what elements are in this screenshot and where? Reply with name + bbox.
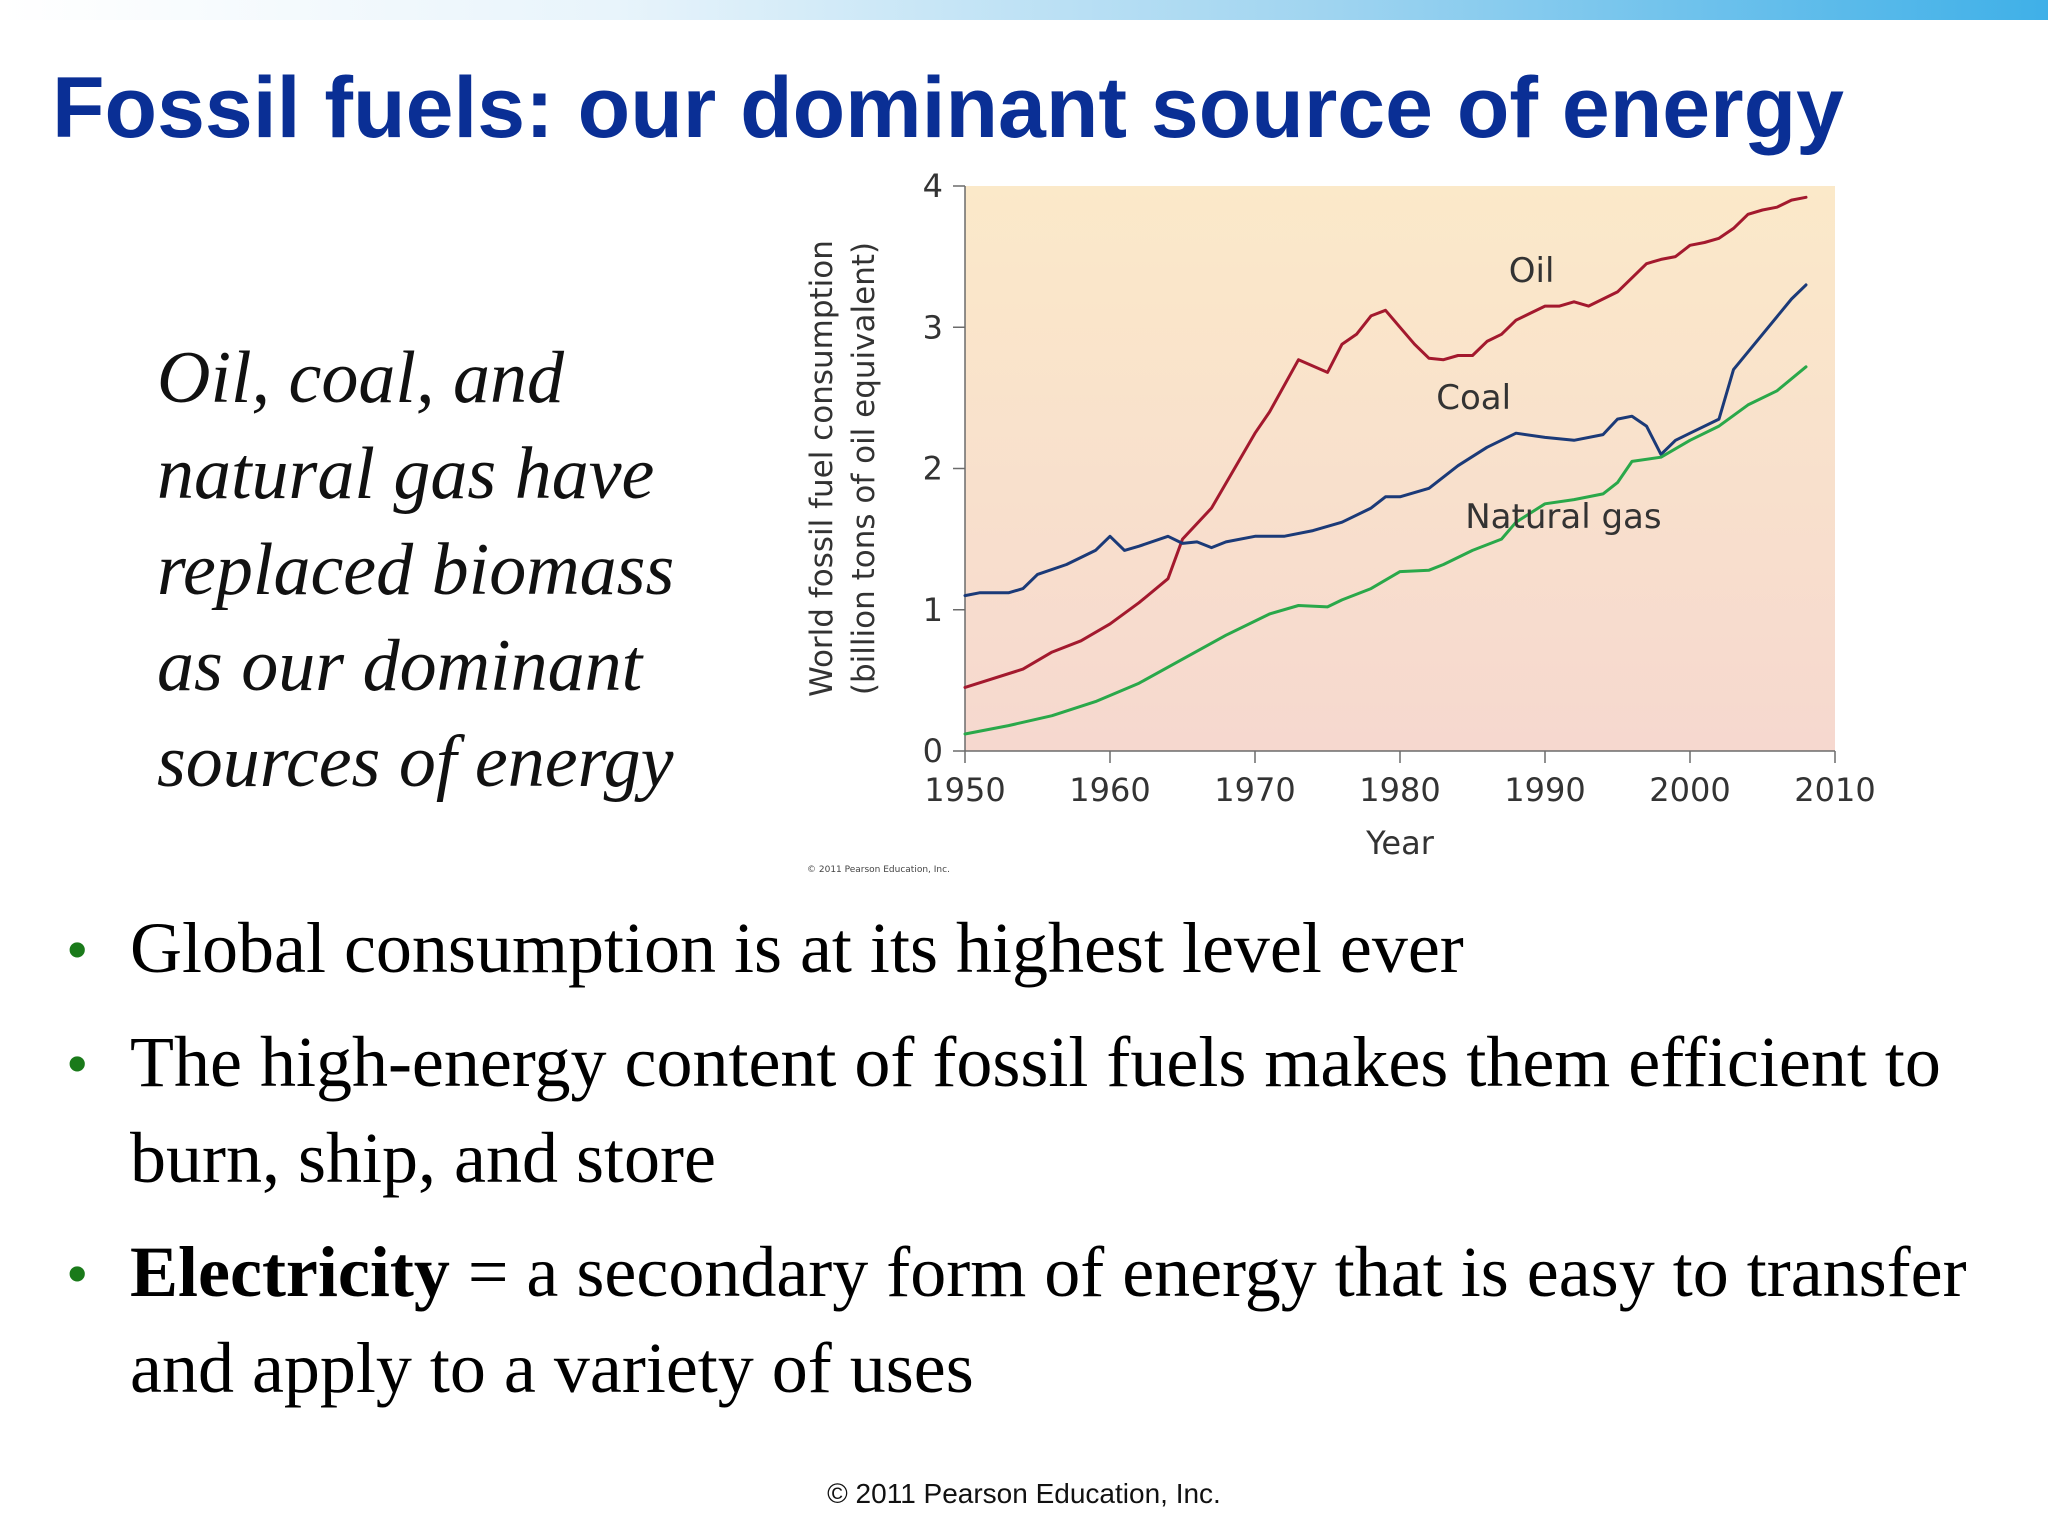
plot-background — [965, 186, 1835, 751]
top-accent-bar — [0, 0, 2048, 20]
y-axis-label: World fossil fuel consumption — [804, 240, 840, 697]
y-tick-label: 4 — [923, 167, 943, 205]
bullet-item: • Electricity = a secondary form of ener… — [60, 1224, 2020, 1416]
x-axis-label: Year — [1365, 824, 1435, 862]
y-tick-label: 0 — [923, 732, 943, 770]
x-tick-label: 1980 — [1359, 771, 1440, 809]
x-tick-label: 2010 — [1794, 771, 1875, 809]
y-tick-label: 1 — [923, 591, 943, 629]
italic-line: Oil, coal, and — [157, 337, 564, 419]
y-tick-label: 2 — [923, 450, 943, 488]
y-tick-label: 3 — [923, 308, 943, 346]
bullet-text-electricity: Electricity = a secondary form of energy… — [130, 1224, 2020, 1416]
series-line-natural-gas — [963, 365, 1808, 736]
chart-svg: 0 1 2 3 4 1950 1960 1970 1980 1990 2000 2010 Year Wor… — [804, 167, 1876, 875]
footer-copyright: © 2011 Pearson Education, Inc. — [827, 1478, 1221, 1509]
bullet-text: Global consumption is at its highest lev… — [130, 908, 1464, 988]
italic-callout: Oil, coal, and natural gas have replaced… — [157, 330, 797, 810]
x-tick-label: 1950 — [924, 771, 1005, 809]
fossil-fuel-chart: 0 1 2 3 4 1950 1960 1970 1980 1990 2000 2010 Year Wor… — [780, 160, 1920, 890]
italic-line: as our dominant — [157, 625, 643, 707]
bullet-dot-icon: • — [66, 1238, 89, 1309]
x-tick-label: 1990 — [1504, 771, 1585, 809]
electricity-term: Electricity — [130, 1232, 450, 1312]
italic-line: replaced biomass — [157, 529, 675, 611]
series-label-coal: Coal — [1436, 378, 1511, 418]
bullet-dot-icon: • — [66, 1028, 89, 1099]
x-tick-label: 1960 — [1069, 771, 1150, 809]
bullet-list: • Global consumption is at its highest l… — [60, 900, 2020, 1434]
y-axis-label: (billion tons of oil equivalent) — [846, 242, 882, 695]
bullet-text: The high-energy content of fossil fuels … — [130, 1022, 1941, 1198]
bullet-item: • The high-energy content of fossil fuel… — [60, 1014, 2020, 1206]
bullet-dot-icon: • — [66, 914, 89, 985]
italic-line: sources of energy — [157, 721, 674, 803]
series-line-oil — [963, 195, 1808, 689]
series-label-oil: Oil — [1509, 251, 1555, 291]
electricity-definition: = a secondary form of energy that is eas… — [130, 1232, 1967, 1408]
x-tick-label: 2000 — [1649, 771, 1730, 809]
bullet-item: • Global consumption is at its highest l… — [60, 900, 2020, 996]
series-line-coal — [963, 283, 1808, 598]
series-label-natural-gas: Natural gas — [1465, 497, 1661, 537]
slide-title: Fossil fuels: our dominant source of ene… — [52, 60, 1844, 156]
chart-copyright: © 2011 Pearson Education, Inc. — [807, 865, 950, 875]
x-tick-label: 1970 — [1214, 771, 1295, 809]
italic-line: natural gas have — [157, 433, 655, 515]
